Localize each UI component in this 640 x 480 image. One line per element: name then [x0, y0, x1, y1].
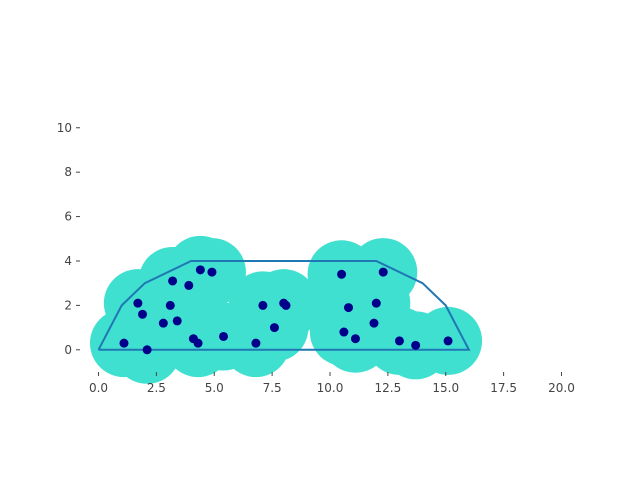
x-tick-label: 20.0 [548, 381, 575, 395]
x-tick-label: 10.0 [317, 381, 344, 395]
data-point [411, 340, 421, 350]
x-tick-label: 2.5 [147, 381, 166, 395]
data-point [133, 298, 143, 308]
data-point [207, 267, 217, 277]
x-axis-ticks: 0.0 2.5 5.0 7.5 10.0 12.5 15.0 17.5 20.0 [89, 372, 575, 395]
data-point [337, 269, 347, 279]
x-tick-label: 0.0 [89, 381, 108, 395]
x-tick-label: 12.5 [375, 381, 402, 395]
data-point [339, 327, 349, 337]
hull-outline [97, 260, 471, 351]
data-point [378, 267, 388, 277]
x-tick-label: 15.0 [432, 381, 459, 395]
data-point [344, 303, 354, 313]
data-point [281, 300, 291, 310]
data-point [142, 345, 152, 355]
y-tick-label: 10 [57, 121, 72, 135]
y-tick-label: 0 [64, 343, 72, 357]
data-point [350, 334, 360, 344]
y-tick-label: 2 [64, 298, 72, 312]
x-tick-label: 7.5 [263, 381, 282, 395]
data-point [195, 265, 205, 275]
data-point [168, 276, 178, 286]
point-layer [119, 265, 453, 355]
data-point [251, 338, 261, 348]
y-tick-label: 6 [64, 210, 72, 224]
data-point [269, 323, 279, 333]
x-tick-label: 17.5 [490, 381, 517, 395]
x-tick-label: 5.0 [205, 381, 224, 395]
data-point [172, 316, 182, 326]
y-axis-ticks: 0 2 4 6 8 10 [57, 121, 80, 357]
data-point [119, 338, 129, 348]
data-point [158, 318, 168, 328]
data-point [369, 318, 379, 328]
data-point [184, 280, 194, 290]
data-point [165, 300, 175, 310]
hull-layer [97, 260, 471, 351]
data-point [138, 309, 147, 319]
y-tick-label: 4 [64, 254, 72, 268]
data-point [443, 336, 453, 346]
data-point [193, 338, 203, 348]
data-point [394, 336, 404, 346]
data-point [258, 300, 268, 310]
y-tick-label: 8 [64, 165, 72, 179]
data-point [371, 298, 381, 308]
data-point [219, 331, 229, 341]
